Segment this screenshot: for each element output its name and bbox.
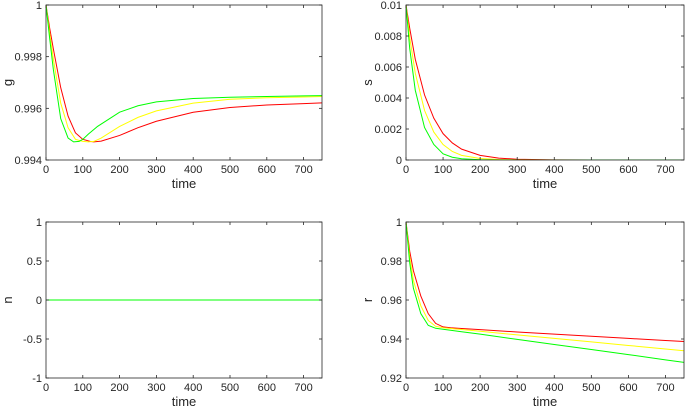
x-tick-label: 0 <box>43 164 49 176</box>
plot-area <box>406 5 684 160</box>
y-tick-label: 0.004 <box>374 93 402 105</box>
subplot-g: 0 100 200 300 400 500 600 700 0.994 0.996 0.998 1 ti… <box>0 0 323 191</box>
y-tick-label: 1 <box>396 217 402 229</box>
y-axis-label: n <box>0 296 15 303</box>
series-line-1 <box>406 222 684 343</box>
y-tick-label: 0.5 <box>27 256 42 268</box>
y-tick-label: 0.01 <box>381 0 402 12</box>
x-tick-label: 0 <box>403 382 409 394</box>
x-tick-label: 100 <box>74 164 92 176</box>
x-tick-label: 300 <box>508 164 526 176</box>
x-tick-label: 200 <box>471 164 489 176</box>
x-axis-label: time <box>172 394 197 409</box>
series-line-3 <box>406 222 684 363</box>
y-tick-label: 0 <box>36 295 42 307</box>
x-axis-label: time <box>533 176 558 191</box>
y-tick-label: 0.94 <box>381 334 402 346</box>
series-line-2 <box>46 5 322 143</box>
subplot-r: 0 100 200 300 400 500 600 700 0.92 0.94 0.96 0.98 1 t… <box>360 217 685 409</box>
x-tick-label: 200 <box>110 164 128 176</box>
y-tick-label: 1 <box>36 0 42 12</box>
y-tick-label: 0.96 <box>381 295 402 307</box>
y-tick-label: 0.996 <box>14 103 42 115</box>
x-tick-label: 600 <box>258 382 276 394</box>
x-tick-label: 300 <box>147 164 165 176</box>
x-tick-label: 500 <box>221 164 239 176</box>
x-tick-label: 500 <box>221 382 239 394</box>
y-tick-label: 0.98 <box>381 256 402 268</box>
series-line-1 <box>46 5 322 143</box>
x-tick-label: 300 <box>508 382 526 394</box>
series-line-2 <box>406 5 684 160</box>
x-tick-label: 400 <box>184 382 202 394</box>
x-tick-label: 700 <box>656 164 674 176</box>
x-tick-label: 100 <box>434 382 452 394</box>
x-tick-label: 500 <box>582 164 600 176</box>
y-tick-label: 0 <box>396 155 402 167</box>
x-tick-label: 600 <box>619 382 637 394</box>
x-tick-label: 600 <box>258 164 276 176</box>
y-tick-label: 0.998 <box>14 52 42 64</box>
y-tick-label: 0.994 <box>14 155 42 167</box>
y-tick-label: 0.002 <box>374 124 402 136</box>
x-tick-label: 100 <box>434 164 452 176</box>
y-axis-label: s <box>360 79 375 86</box>
series-line-3 <box>406 5 684 160</box>
x-tick-label: 0 <box>403 164 409 176</box>
x-tick-label: 0 <box>43 382 49 394</box>
x-tick-label: 300 <box>147 382 165 394</box>
axes-box <box>45 4 323 161</box>
y-tick-label: -0.5 <box>23 334 42 346</box>
y-tick-label: 0.008 <box>374 31 402 43</box>
plot-area <box>406 222 684 378</box>
axes-box <box>405 4 685 161</box>
x-tick-label: 200 <box>110 382 128 394</box>
subplot-s: 0 100 200 300 400 500 600 700 0 0.002 0.004 0.006 0.… <box>360 0 685 191</box>
x-tick-label: 700 <box>656 382 674 394</box>
x-tick-label: 400 <box>545 164 563 176</box>
x-tick-label: 400 <box>545 382 563 394</box>
x-tick-label: 400 <box>184 164 202 176</box>
y-axis-label: g <box>0 79 15 86</box>
y-tick-label: 1 <box>36 217 42 229</box>
x-tick-label: 500 <box>582 382 600 394</box>
y-tick-label: 0.006 <box>374 62 402 74</box>
x-axis-label: time <box>533 394 558 409</box>
series-line-2 <box>406 222 684 352</box>
x-tick-label: 100 <box>74 382 92 394</box>
plot-area <box>46 5 322 160</box>
series-line-3 <box>46 5 322 143</box>
x-axis-label: time <box>172 176 197 191</box>
subplot-n: 0 100 200 300 400 500 600 700 -1 -0.5 0 0.5 1 time n <box>0 217 323 409</box>
y-axis-label: r <box>360 297 375 302</box>
x-tick-label: 200 <box>471 382 489 394</box>
y-tick-label: 0.92 <box>381 373 402 385</box>
x-tick-label: 600 <box>619 164 637 176</box>
x-tick-label: 700 <box>294 382 312 394</box>
y-tick-label: -1 <box>32 373 42 385</box>
x-tick-label: 700 <box>294 164 312 176</box>
